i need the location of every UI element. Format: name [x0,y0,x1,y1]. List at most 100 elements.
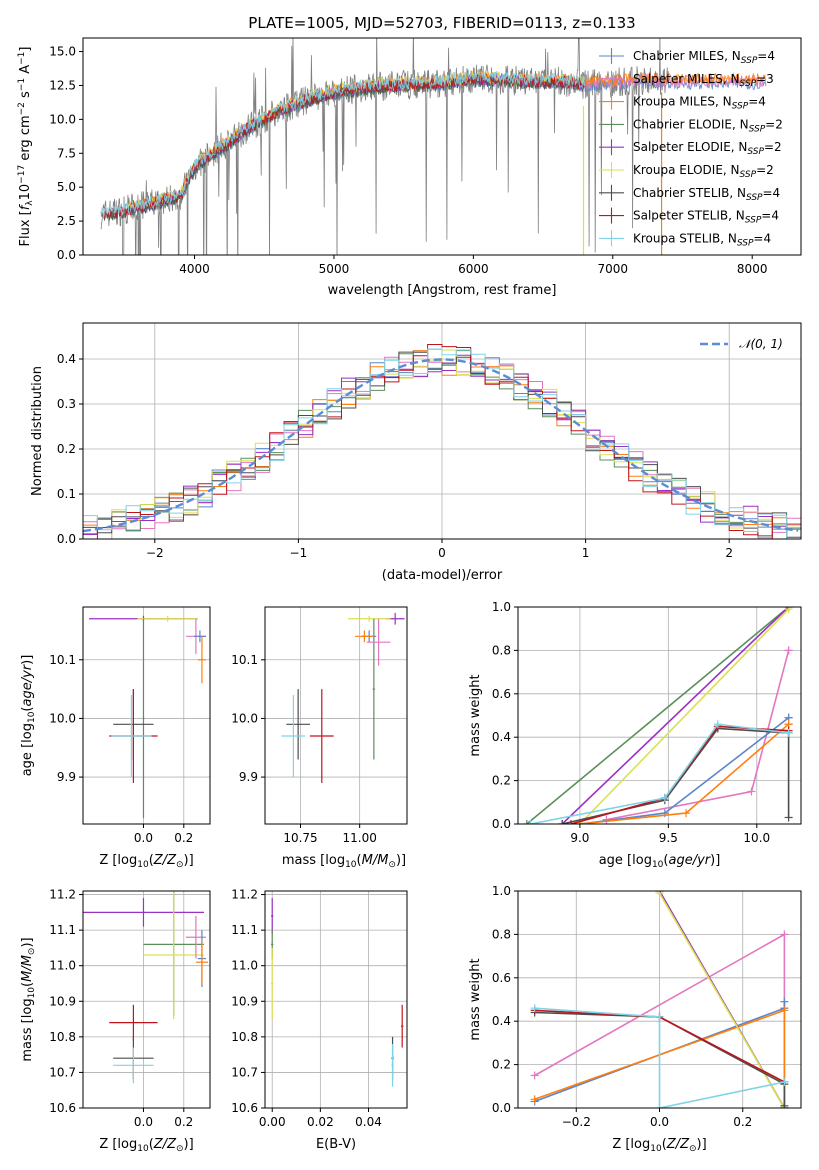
x-tick-label: 0.2 [174,831,193,845]
y-tick-label: 0.2 [492,774,511,788]
y-tick-label: 0.0 [492,817,511,831]
legend-value: =4 [757,49,775,63]
legend-value: =4 [753,231,771,245]
y-tick-label: 10.8 [231,1030,258,1044]
legend-sub: SSP [746,193,763,203]
label-part: )] [184,1137,194,1152]
panel-weight_vs_Z: −0.2 0.0 0.2 0.0 0.2 0.4 0.6 0.8 1.0 Z [log10(Z/Z… [468,884,802,1154]
y-tick-label: 10.6 [231,1101,258,1115]
legend-label: Chabrier ELODIE, NSSP=2 [633,117,783,134]
model-spectrum [100,70,586,218]
y-tick-label: 7.5 [57,146,76,160]
axis-label: mass [log10(M/M⊙)] [20,937,37,1061]
y-tick-label: 0.0 [57,532,76,546]
x-tick-label: 0.2 [733,1115,752,1129]
y-tick-label: 10.7 [231,1065,258,1079]
label-part: ( [663,853,668,868]
legend-value: =3 [756,72,774,86]
label-part: ( [20,982,35,987]
y-tick-label: 9.9 [239,770,258,784]
label-part: 10 [137,860,149,870]
legend-name: Kroupa STELIB, N [633,231,737,245]
label-part: mass [log [20,998,35,1061]
panels: 4000 5000 6000 7000 80000.02.55.07.510.012.5… [17,37,802,1154]
y-tick-label: 10.8 [49,1030,76,1044]
legend-label: Salpeter MILES, NSSP=3 [633,72,774,89]
x-tick-label: 6000 [458,262,489,276]
legend-sub: SSP [737,238,754,248]
plot-area [518,891,801,1108]
y-tick-label: 15.0 [49,45,76,59]
panel-spectrum: 4000 5000 6000 7000 8000 0.0 2.5 5.0 7.5 10.0 12.5… [17,37,802,298]
x-tick-label: 0.02 [307,1115,334,1129]
y-axis-label: mass weight [468,958,483,1040]
legend-value: =2 [756,163,774,177]
x-tick-label: 9.0 [570,831,589,845]
legend-value: =2 [765,117,783,131]
label-part: Z/Z [666,1137,690,1152]
residual-histogram [83,344,801,539]
x-axis-label: Z [log10(Z/Z⊙)] [99,1137,193,1154]
plot-area [83,607,210,824]
legend-name: Salpeter ELODIE, N [633,140,747,154]
x-tick-label: 4000 [179,262,210,276]
y-tick-label: 10.1 [49,653,76,667]
y-tick-label: 0.6 [492,687,511,701]
x-tick-label: 0.0 [134,831,153,845]
y-tick-label: 0.3 [57,397,76,411]
ylabel-part: A [18,65,33,78]
y-tick-label: 0.1 [57,487,76,501]
legend-value: =4 [763,186,781,200]
label-part: Z/Z [153,1137,177,1152]
y-tick-label: 10.9 [49,994,76,1008]
y-tick-label: 9.9 [57,770,76,784]
panel-age_vs_Z: 0.0 0.29.910.010.1Z [log10(Z/Z⊙)]age [log… [20,606,211,870]
plot-area [83,891,210,1108]
y-tick-label: 0.2 [492,1058,511,1072]
ylabel-part: Flux [ [18,210,33,246]
label-part: 10 [345,860,357,870]
label-part: Z [log [99,1137,137,1152]
label-part: ⊙ [176,860,184,870]
label-part: M/M [362,853,389,868]
y-tick-label: 5.0 [57,180,76,194]
axes-frame [82,37,802,256]
label-part: ( [149,853,154,868]
ylabel-part: s [18,91,33,102]
label-part: age/yr [20,663,35,706]
y-tick-label: 1.0 [492,600,511,614]
ylabel-part: ] [18,47,33,52]
plot-area [83,323,801,539]
weight-line [562,727,790,824]
ylabel-part: 10 [18,184,33,201]
legend-sub: SSP [740,170,757,180]
label-part: )] [697,1137,707,1152]
plot-area [518,607,801,824]
y-tick-label: 0.4 [492,1014,511,1028]
legend-label: Salpeter ELODIE, NSSP=2 [633,140,782,157]
ylabel-part: erg cm [18,115,33,164]
y-tick-label: 10.0 [231,711,258,725]
label-part: ⊙ [689,1144,697,1154]
legend-name: Kroupa ELODIE, N [633,163,740,177]
label-part: )] [20,655,35,665]
x-tick-label: 7000 [598,262,629,276]
x-tick-label: 10.0 [743,831,770,845]
weight-line [561,607,790,824]
weight-line [530,723,789,824]
legend-name: Salpeter STELIB, N [633,209,745,223]
label-part: Z [log [99,853,137,868]
y-tick-label: 1.0 [492,884,511,898]
residual-histogram [83,354,801,539]
x-tick-label: 11.00 [342,831,376,845]
y-tick-label: 0.4 [492,730,511,744]
axis-label: age [log10(age/yr)] [20,655,37,777]
legend-label: Chabrier MILES, NSSP=4 [633,49,775,66]
y-tick-label: 10.1 [231,653,258,667]
y-axis-label: Flux [fλ10−17 erg cm−2 s−1 A−1] [17,47,35,247]
y-tick-label: 11.1 [49,923,76,937]
x-axis-label: Z [log10(Z/Z⊙)] [99,853,193,870]
ylabel-part: −17 [17,165,27,184]
legend-name: Kroupa MILES, N [633,95,732,109]
label-part: M/M [20,955,35,982]
